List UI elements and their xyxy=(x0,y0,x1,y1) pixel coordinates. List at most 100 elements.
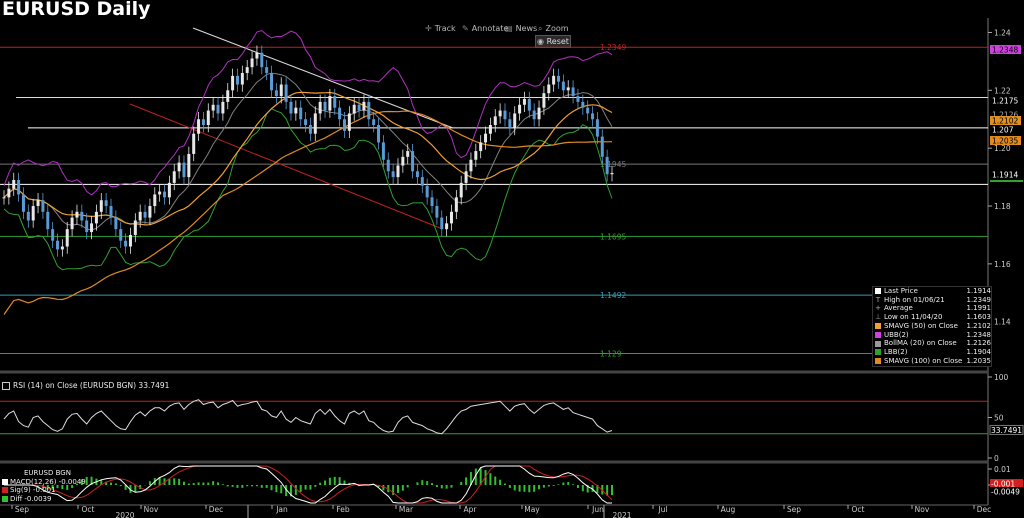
reset-icon: ◉ xyxy=(537,37,547,46)
price-bar xyxy=(7,188,11,198)
price-bar xyxy=(464,171,468,183)
macd-legend-row: Sig(9) -0.001 xyxy=(2,486,86,495)
y-tick-label: 1.18 xyxy=(994,202,1011,211)
price-bar xyxy=(255,52,259,59)
legend-label: LBB(2) xyxy=(884,347,908,356)
price-bar xyxy=(245,67,249,73)
macd-signal-line xyxy=(4,465,613,504)
rsi-label-text: RSI (14) on Close (EURUSD BGN) xyxy=(13,381,137,390)
price-bar xyxy=(94,211,98,224)
price-bar xyxy=(493,116,497,126)
legend-item: + Average 1.1991 xyxy=(873,304,991,313)
macd-label: EURUSD BGN MACD(12,26) -0.0049 Sig(9) -0.… xyxy=(2,469,86,503)
macd-line xyxy=(4,465,612,504)
price-bar xyxy=(454,197,458,212)
track-button[interactable]: ✛ Track xyxy=(425,24,456,33)
price-bar xyxy=(352,104,356,114)
price-bar xyxy=(153,194,157,207)
macd-swatch xyxy=(2,487,8,494)
price-bar xyxy=(595,119,599,137)
price-bar xyxy=(65,229,69,247)
annotate-button[interactable]: ✎ Annotate xyxy=(462,24,508,33)
level-label: 1.1695 xyxy=(600,232,626,241)
news-label: News xyxy=(515,24,538,33)
price-bar xyxy=(556,75,560,82)
legend-item: SMAVG (100) on Close 1.2035 xyxy=(873,357,991,366)
macd-swatch xyxy=(2,495,8,502)
price-bar xyxy=(197,119,201,134)
legend-value: 1.2126 xyxy=(966,339,992,348)
price-bar xyxy=(119,229,123,241)
price-bar xyxy=(51,229,55,241)
legend-value: 1.1991 xyxy=(966,304,992,313)
macd-row-value: -0.0049 xyxy=(58,477,86,486)
macd-legend-row: MACD(12,26) -0.0049 xyxy=(2,478,86,487)
price-bar xyxy=(299,107,303,120)
legend-label: BollMA (20) on Close xyxy=(884,339,957,348)
price-bar xyxy=(216,104,220,114)
zoom-button[interactable]: ⌕ Zoom xyxy=(538,24,569,34)
price-bar xyxy=(226,90,230,102)
price-bar xyxy=(80,211,84,221)
price-bar xyxy=(435,206,439,218)
rsi-y-tick-label: 50 xyxy=(994,414,1004,423)
chart-title: EURUSD Daily xyxy=(2,0,151,20)
legend-item: UBB(2) 1.2348 xyxy=(873,331,991,340)
upper-bollinger-line xyxy=(3,29,613,196)
legend-item: LBB(2) 1.1904 xyxy=(873,348,991,357)
y-tick-label: 1.14 xyxy=(994,318,1011,327)
price-bar xyxy=(21,194,25,212)
legend-value: 1.2035 xyxy=(966,356,992,365)
price-bar xyxy=(270,72,274,91)
price-bar xyxy=(148,206,152,218)
legend-swatch xyxy=(875,323,881,330)
price-bar xyxy=(333,96,337,108)
price-bar xyxy=(163,191,167,198)
price-bar xyxy=(308,125,312,134)
price-bar xyxy=(386,159,390,172)
price-bar xyxy=(552,75,556,85)
price-bar xyxy=(114,217,118,230)
price-bar xyxy=(250,58,254,68)
price-bar xyxy=(488,125,492,134)
price-bar xyxy=(17,179,21,195)
price-bar xyxy=(70,217,74,230)
price-tag-label: 1.207 xyxy=(992,126,1014,135)
price-bar xyxy=(425,185,429,198)
price-bar xyxy=(459,182,463,198)
annotate-label: Annotate xyxy=(471,24,509,33)
legend-item: BollMA (20) on Close 1.2126 xyxy=(873,339,991,348)
macd-row-value: -0.001 xyxy=(32,486,56,494)
price-bar xyxy=(537,107,541,120)
macd-rows: MACD(12,26) -0.0049 Sig(9) -0.001 Diff -0.… xyxy=(2,478,86,504)
price-tag-bg xyxy=(990,125,1021,134)
price-bar xyxy=(381,142,385,160)
rsi-label: RSI (14) on Close (EURUSD BGN) 33.7491 xyxy=(2,381,169,390)
price-bar xyxy=(566,87,570,91)
price-bar xyxy=(177,162,181,172)
price-bar xyxy=(323,101,327,111)
legend-label: SMAVG (100) on Close xyxy=(884,356,963,365)
macd-swatch xyxy=(2,478,8,485)
price-bar xyxy=(561,81,565,91)
price-tag-label: 1.1914 xyxy=(992,171,1018,180)
price-bar xyxy=(527,98,531,111)
price-bar xyxy=(36,200,40,207)
news-button[interactable]: ▤ News xyxy=(505,24,537,33)
y-tick-label: 1.22 xyxy=(994,86,1011,95)
macd-tag-label: -0.001 xyxy=(991,480,1015,489)
year-label: 2021 xyxy=(612,511,631,518)
price-bar xyxy=(586,107,590,114)
macd-legend-row: Diff -0.0039 xyxy=(2,495,86,504)
price-bar xyxy=(192,133,196,154)
price-bar xyxy=(610,173,614,175)
price-bar xyxy=(318,101,322,114)
price-bar xyxy=(158,191,162,195)
price-bar xyxy=(206,110,210,126)
price-bar xyxy=(133,220,137,235)
legend-value: 1.2349 xyxy=(966,295,992,304)
price-bar xyxy=(231,75,235,91)
legend-label: High on 01/06/21 xyxy=(884,295,945,304)
legend-label: Average xyxy=(884,304,913,313)
